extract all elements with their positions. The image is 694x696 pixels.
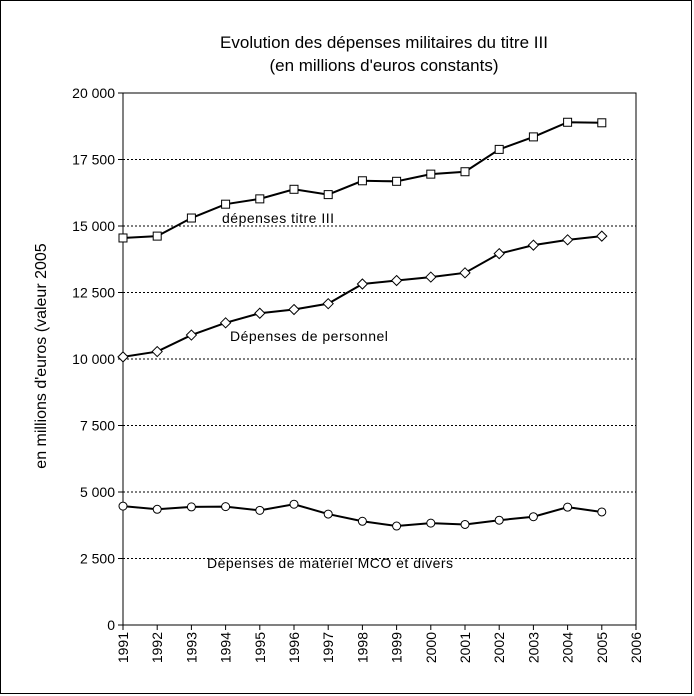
data-point-diamond [254, 307, 266, 319]
x-tick-label: 1992 [149, 632, 165, 663]
data-point-diamond [185, 329, 198, 341]
x-tick-label: 1999 [389, 632, 405, 663]
y-tick-label: 2 500 [80, 551, 115, 567]
data-point-square [392, 176, 402, 186]
x-tick-label: 2000 [423, 632, 439, 663]
data-point-diamond [219, 317, 232, 329]
data-point-diamond [561, 234, 574, 246]
data-point-diamond [459, 267, 471, 279]
data-point-diamond [117, 351, 129, 363]
y-tick-label: 5 000 [80, 484, 115, 500]
axes: 0 2 500 5 000 7 500 10 000 12 500 15 000 17 500… [72, 85, 644, 663]
x-tick-label: 2005 [594, 632, 610, 663]
x-tick-label: 2003 [525, 632, 541, 663]
y-tick-label: 10 000 [72, 351, 115, 367]
data-point-circle [597, 507, 607, 517]
data-point-square [186, 213, 196, 223]
y-tick-label: 15 000 [72, 218, 115, 234]
x-tick-label: 1994 [218, 632, 234, 663]
data-point-circle [186, 502, 196, 512]
y-tick-label: 0 [107, 617, 115, 633]
series-group [117, 117, 608, 531]
data-point-circle [563, 502, 573, 512]
chart-subtitle: (en millions d'euros constants) [269, 56, 498, 75]
data-point-circle [118, 501, 128, 511]
data-point-square [563, 117, 573, 127]
x-tick-label: 1991 [115, 632, 131, 663]
data-point-square [426, 169, 436, 179]
y-tick-label: 12 500 [72, 285, 115, 301]
data-point-diamond [151, 345, 163, 358]
data-point-circle [528, 512, 538, 522]
y-axis-label: en millions d'euros (valeur 2005 [33, 243, 50, 469]
data-point-diamond [425, 271, 437, 283]
grid-lines [123, 92, 636, 559]
data-point-circle [357, 516, 367, 526]
data-point-diamond [527, 239, 540, 251]
series-labels: dépenses titre III Dépenses de personnel… [207, 210, 454, 571]
data-point-square [289, 184, 299, 194]
data-point-diamond [596, 230, 608, 242]
data-point-square [255, 194, 265, 204]
data-point-circle [221, 502, 231, 512]
data-point-square [597, 118, 607, 128]
data-point-diamond [356, 278, 369, 290]
data-point-circle [426, 518, 436, 528]
data-point-circle [494, 515, 504, 525]
data-point-square [152, 231, 162, 241]
data-point-circle [289, 499, 299, 509]
data-point-diamond [493, 247, 505, 260]
data-point-circle [392, 521, 402, 531]
x-tick-label: 1996 [286, 632, 302, 663]
series-label-personnel: Dépenses de personnel [230, 328, 388, 344]
series-label-titre-iii: dépenses titre III [222, 210, 335, 226]
x-tick-label: 1997 [320, 632, 336, 663]
y-tick-label: 17 500 [72, 152, 115, 168]
data-point-circle [255, 505, 265, 515]
data-point-square [221, 199, 231, 209]
data-point-circle [460, 519, 470, 529]
data-point-square [528, 132, 538, 142]
x-tick-label: 2006 [628, 632, 644, 663]
data-point-square [494, 144, 504, 154]
data-point-circle [152, 504, 162, 514]
data-point-square [118, 233, 128, 243]
data-point-diamond [390, 274, 403, 287]
y-tick-label: 20 000 [72, 85, 115, 101]
data-point-diamond [288, 303, 300, 316]
x-tick-label: 2002 [491, 632, 507, 663]
x-tick-label: 2004 [560, 632, 576, 663]
data-point-circle [323, 509, 333, 519]
data-point-square [460, 167, 470, 177]
data-point-square [323, 190, 333, 200]
x-tick-label: 1995 [252, 632, 268, 663]
chart-title: Evolution des dépenses militaires du tit… [220, 33, 548, 52]
x-tick-label: 2001 [457, 632, 473, 663]
data-point-square [357, 176, 367, 186]
data-point-diamond [322, 297, 334, 310]
x-tick-label: 1998 [354, 632, 370, 663]
y-tick-label: 7 500 [80, 418, 115, 434]
series-label-materiel: Dépenses de matériel MCO et divers [207, 555, 454, 571]
x-tick-label: 1993 [183, 632, 199, 663]
